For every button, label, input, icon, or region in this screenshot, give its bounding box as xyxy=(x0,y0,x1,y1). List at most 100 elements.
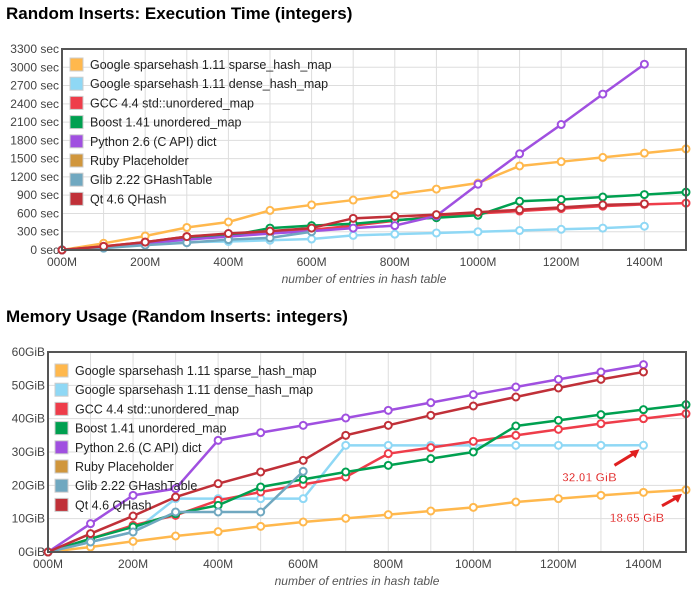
data-point[interactable] xyxy=(341,430,351,440)
data-point[interactable] xyxy=(341,440,351,450)
data-point[interactable] xyxy=(223,229,233,239)
data-point[interactable] xyxy=(348,213,358,223)
data-point[interactable] xyxy=(307,223,317,233)
data-point[interactable] xyxy=(256,467,266,477)
data-point[interactable] xyxy=(383,420,393,430)
data-point[interactable] xyxy=(265,226,275,236)
data-point[interactable] xyxy=(553,374,563,384)
data-point[interactable] xyxy=(298,466,308,476)
data-point[interactable] xyxy=(390,221,400,231)
data-point[interactable] xyxy=(171,531,181,541)
data-point[interactable] xyxy=(556,194,566,204)
data-point[interactable] xyxy=(468,390,478,400)
data-point[interactable] xyxy=(639,199,649,209)
data-point[interactable] xyxy=(298,517,308,527)
data-point[interactable] xyxy=(256,507,266,517)
data-point[interactable] xyxy=(596,374,606,384)
data-point[interactable] xyxy=(468,436,478,446)
data-point[interactable] xyxy=(431,184,441,194)
data-point[interactable] xyxy=(383,449,393,459)
data-point[interactable] xyxy=(298,455,308,465)
data-point[interactable] xyxy=(638,367,648,377)
data-point[interactable] xyxy=(256,521,266,531)
data-point[interactable] xyxy=(348,223,358,233)
data-point[interactable] xyxy=(473,227,483,237)
data-point[interactable] xyxy=(511,382,521,392)
data-point[interactable] xyxy=(598,192,608,202)
data-point[interactable] xyxy=(383,440,393,450)
data-point[interactable] xyxy=(638,487,648,497)
data-point[interactable] xyxy=(598,200,608,210)
data-point[interactable] xyxy=(383,460,393,470)
data-point[interactable] xyxy=(426,410,436,420)
data-point[interactable] xyxy=(86,537,96,547)
data-point[interactable] xyxy=(596,410,606,420)
data-point[interactable] xyxy=(341,413,351,423)
data-point[interactable] xyxy=(128,527,138,537)
data-point[interactable] xyxy=(213,527,223,537)
data-point[interactable] xyxy=(128,536,138,546)
data-point[interactable] xyxy=(468,502,478,512)
data-point[interactable] xyxy=(298,494,308,504)
data-point[interactable] xyxy=(556,202,566,212)
data-point[interactable] xyxy=(383,405,393,415)
data-point[interactable] xyxy=(639,190,649,200)
data-point[interactable] xyxy=(140,237,150,247)
data-point[interactable] xyxy=(171,492,181,502)
data-point[interactable] xyxy=(468,447,478,457)
data-point[interactable] xyxy=(596,440,606,450)
data-point[interactable] xyxy=(86,529,96,539)
data-point[interactable] xyxy=(256,482,266,492)
data-point[interactable] xyxy=(638,440,648,450)
data-point[interactable] xyxy=(426,454,436,464)
data-point[interactable] xyxy=(511,440,521,450)
data-point[interactable] xyxy=(213,479,223,489)
data-point[interactable] xyxy=(553,424,563,434)
data-point[interactable] xyxy=(182,222,192,232)
data-point[interactable] xyxy=(348,230,358,240)
data-point[interactable] xyxy=(556,224,566,234)
data-point[interactable] xyxy=(256,428,266,438)
data-point[interactable] xyxy=(426,398,436,408)
data-point[interactable] xyxy=(515,226,525,236)
data-point[interactable] xyxy=(128,490,138,500)
data-point[interactable] xyxy=(556,157,566,167)
data-point[interactable] xyxy=(596,419,606,429)
data-point[interactable] xyxy=(553,415,563,425)
data-point[interactable] xyxy=(298,420,308,430)
data-point[interactable] xyxy=(515,205,525,215)
data-point[interactable] xyxy=(598,223,608,233)
data-point[interactable] xyxy=(171,484,181,494)
data-point[interactable] xyxy=(171,507,181,517)
data-point[interactable] xyxy=(182,232,192,242)
data-point[interactable] xyxy=(390,190,400,200)
data-point[interactable] xyxy=(638,360,648,370)
data-point[interactable] xyxy=(515,196,525,206)
data-point[interactable] xyxy=(383,510,393,520)
data-point[interactable] xyxy=(511,421,521,431)
data-point[interactable] xyxy=(298,474,308,484)
data-point[interactable] xyxy=(213,435,223,445)
data-point[interactable] xyxy=(390,229,400,239)
data-point[interactable] xyxy=(556,120,566,130)
data-point[interactable] xyxy=(426,443,436,453)
data-point[interactable] xyxy=(468,401,478,411)
data-point[interactable] xyxy=(515,161,525,171)
data-point[interactable] xyxy=(511,392,521,402)
data-point[interactable] xyxy=(511,430,521,440)
data-point[interactable] xyxy=(341,513,351,523)
data-point[interactable] xyxy=(431,228,441,238)
data-point[interactable] xyxy=(596,367,606,377)
data-point[interactable] xyxy=(390,212,400,221)
data-point[interactable] xyxy=(598,89,608,99)
data-point[interactable] xyxy=(596,490,606,500)
data-point[interactable] xyxy=(348,195,358,205)
data-point[interactable] xyxy=(86,519,96,529)
data-point[interactable] xyxy=(638,414,648,424)
data-point[interactable] xyxy=(426,506,436,516)
data-point[interactable] xyxy=(213,507,223,517)
data-point[interactable] xyxy=(473,179,483,189)
data-point[interactable] xyxy=(341,467,351,477)
data-point[interactable] xyxy=(638,405,648,415)
data-point[interactable] xyxy=(265,205,275,215)
